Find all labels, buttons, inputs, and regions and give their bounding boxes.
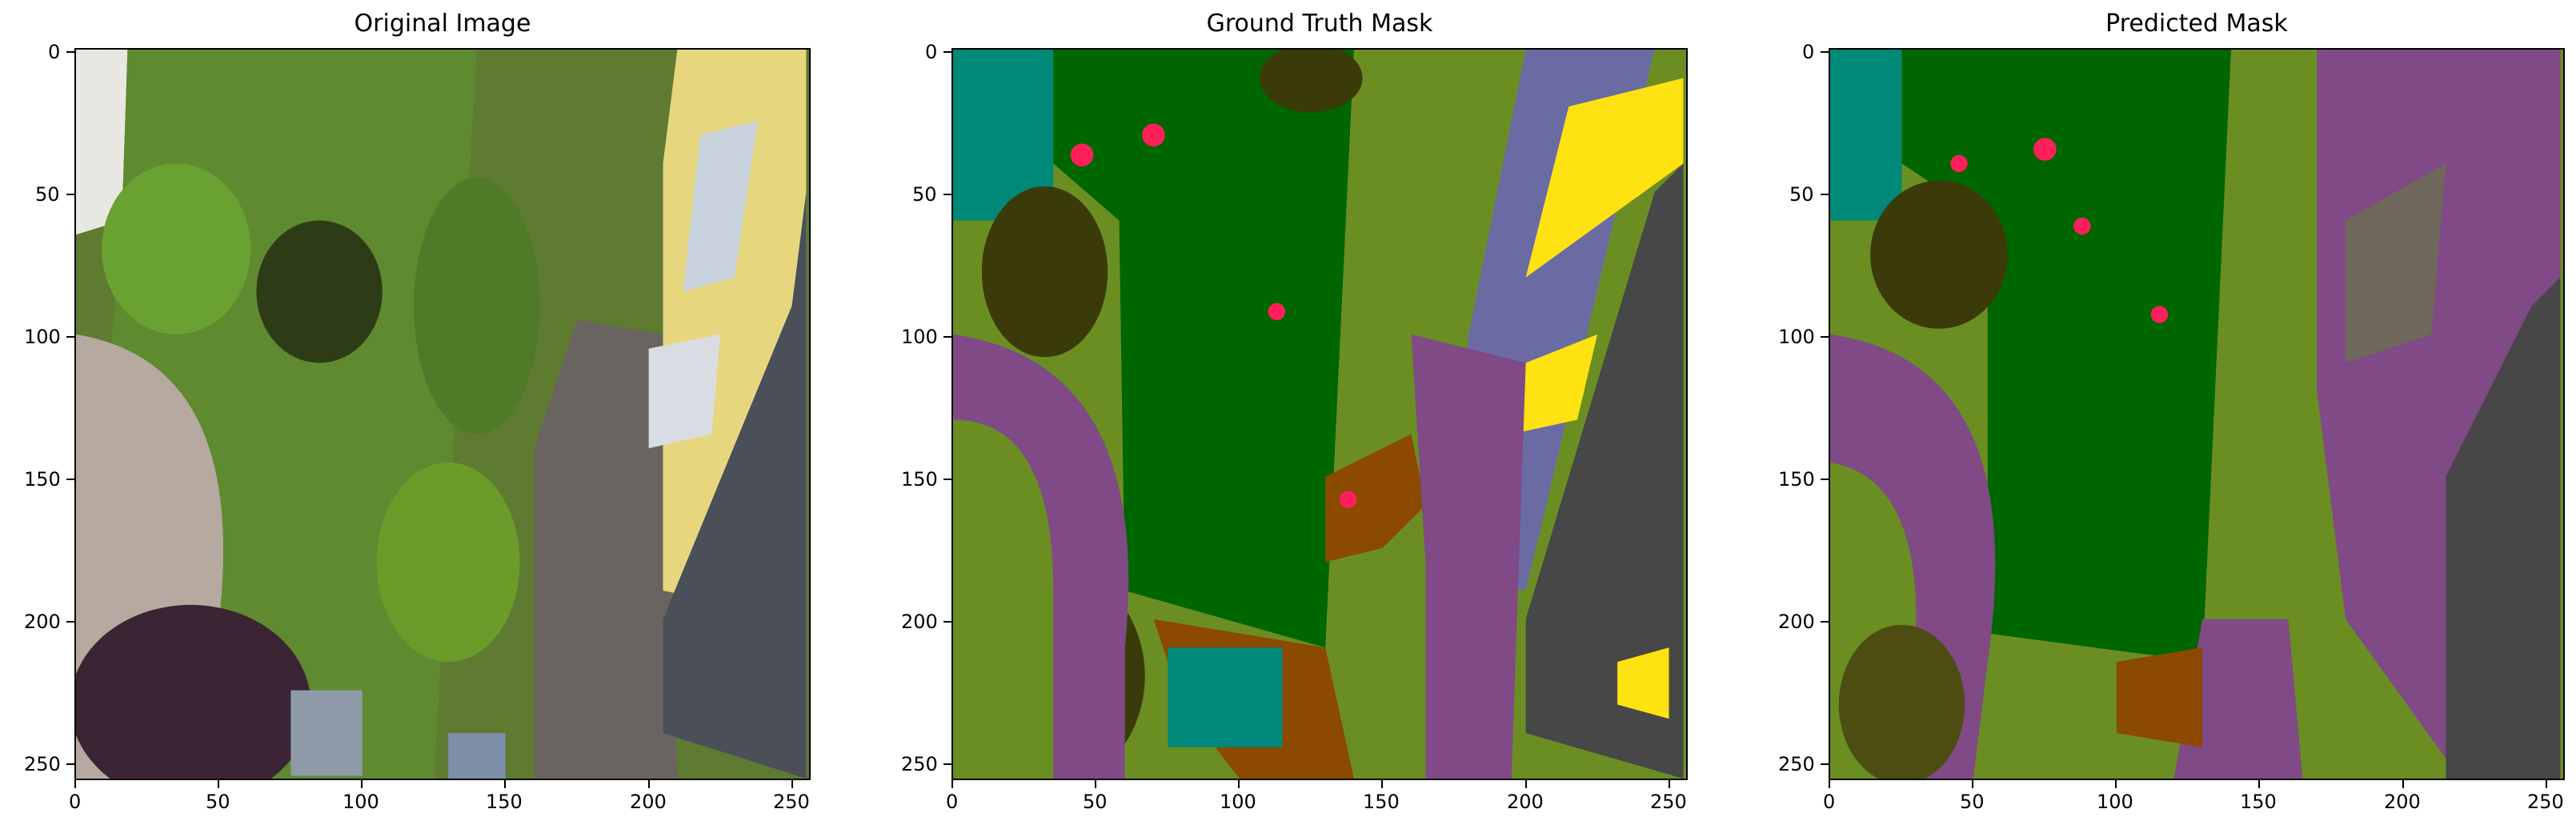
y-tick-label: 0 <box>1802 41 1815 63</box>
y-tick-mark <box>1821 479 1829 480</box>
x-tick-label: 0 <box>1823 791 1836 813</box>
y-tick-label: 150 <box>1778 468 1815 491</box>
y-tick-label: 150 <box>901 468 938 491</box>
x-tick-label: 100 <box>2097 791 2133 813</box>
y-tick-label: 50 <box>35 183 60 206</box>
y-tick-mark <box>66 621 74 623</box>
panel-title-original: Original Image <box>354 10 531 38</box>
y-tick-label: 0 <box>48 41 61 63</box>
x-tick-mark <box>1525 780 1527 788</box>
x-tick-mark <box>1238 780 1240 788</box>
y-tick-mark <box>1821 51 1829 53</box>
x-tick-mark <box>791 780 793 788</box>
x-tick-label: 0 <box>69 791 82 813</box>
x-tick-label: 150 <box>2240 791 2277 813</box>
x-tick-label: 150 <box>486 791 523 813</box>
y-tick-label: 0 <box>925 41 938 63</box>
y-tick-mark <box>1821 194 1829 195</box>
x-tick-label: 250 <box>2527 791 2564 813</box>
original-image <box>74 48 811 780</box>
y-tick-mark <box>943 194 951 195</box>
y-tick-label: 100 <box>901 326 938 348</box>
y-tick-mark <box>943 621 951 623</box>
x-tick-label: 250 <box>1650 791 1687 813</box>
y-tick-mark <box>943 479 951 480</box>
y-tick-label: 200 <box>24 611 61 633</box>
y-tick-mark <box>943 763 951 765</box>
x-tick-mark <box>1972 780 1973 788</box>
x-tick-mark <box>1095 780 1096 788</box>
x-tick-mark <box>648 780 650 788</box>
x-tick-mark <box>74 780 76 788</box>
y-tick-label: 100 <box>24 326 61 348</box>
y-tick-mark <box>1821 763 1829 765</box>
x-tick-mark <box>504 780 506 788</box>
panel-title-ground-truth: Ground Truth Mask <box>1206 10 1433 38</box>
y-tick-label: 50 <box>1789 183 1814 206</box>
y-tick-label: 250 <box>901 753 938 775</box>
x-tick-mark <box>2402 780 2404 788</box>
x-tick-label: 200 <box>1507 791 1544 813</box>
y-tick-label: 50 <box>912 183 937 206</box>
x-tick-label: 150 <box>1363 791 1400 813</box>
y-tick-mark <box>943 51 951 53</box>
y-tick-mark <box>66 336 74 338</box>
y-tick-mark <box>66 51 74 53</box>
y-tick-mark <box>1821 621 1829 623</box>
x-tick-label: 100 <box>343 791 379 813</box>
y-tick-mark <box>943 336 951 338</box>
x-tick-mark <box>2115 780 2117 788</box>
y-tick-mark <box>66 479 74 480</box>
x-tick-mark <box>1669 780 1670 788</box>
x-tick-mark <box>361 780 363 788</box>
x-tick-mark <box>2258 780 2260 788</box>
x-tick-label: 200 <box>630 791 667 813</box>
x-tick-mark <box>1829 780 1830 788</box>
x-tick-mark <box>1381 780 1383 788</box>
x-tick-mark <box>951 780 953 788</box>
y-tick-mark <box>66 194 74 195</box>
panel-title-predicted: Predicted Mask <box>2105 10 2288 38</box>
y-tick-label: 200 <box>901 611 938 633</box>
x-tick-label: 100 <box>1220 791 1256 813</box>
y-tick-label: 100 <box>1778 326 1815 348</box>
x-tick-label: 50 <box>1960 791 1985 813</box>
predicted-mask <box>1829 48 2565 780</box>
x-tick-mark <box>2546 780 2547 788</box>
x-tick-label: 50 <box>1083 791 1108 813</box>
x-tick-label: 50 <box>206 791 230 813</box>
y-tick-label: 150 <box>24 468 61 491</box>
y-tick-mark <box>66 763 74 765</box>
y-tick-mark <box>1821 336 1829 338</box>
y-tick-label: 250 <box>1778 753 1815 775</box>
ground-truth-mask <box>951 48 1688 780</box>
x-tick-label: 200 <box>2384 791 2421 813</box>
x-tick-mark <box>218 780 219 788</box>
x-tick-label: 0 <box>946 791 959 813</box>
y-tick-label: 250 <box>24 753 61 775</box>
x-tick-label: 250 <box>773 791 810 813</box>
y-tick-label: 200 <box>1778 611 1815 633</box>
